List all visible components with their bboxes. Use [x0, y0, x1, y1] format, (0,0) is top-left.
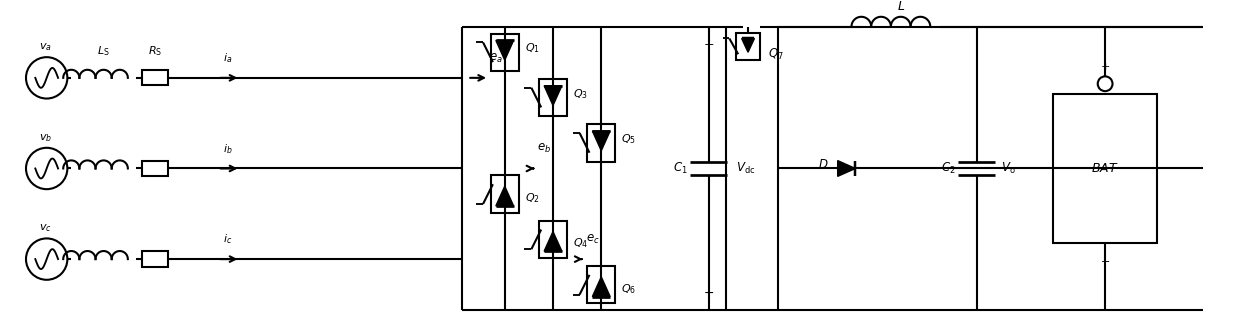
Bar [540, 79, 567, 116]
Bar [1054, 94, 1156, 243]
Text: $L_{\rm S}$: $L_{\rm S}$ [98, 44, 110, 58]
Text: $D$: $D$ [817, 158, 828, 171]
Text: $-$: $-$ [703, 286, 714, 299]
Text: $v_a$: $v_a$ [40, 42, 52, 53]
Text: $Q_4$: $Q_4$ [573, 236, 588, 250]
Polygon shape [742, 39, 754, 52]
Text: $BAT$: $BAT$ [1092, 162, 1119, 175]
Bar [588, 124, 615, 162]
Bar [491, 175, 519, 213]
Text: $L$: $L$ [896, 0, 905, 13]
Bar [142, 251, 168, 267]
Text: $V_{\rm dc}$: $V_{\rm dc}$ [737, 161, 755, 176]
Text: $i_c$: $i_c$ [223, 232, 233, 246]
Bar [588, 266, 615, 303]
Polygon shape [545, 231, 562, 251]
Polygon shape [593, 277, 610, 296]
Polygon shape [496, 186, 514, 206]
Bar [540, 221, 567, 258]
Text: $v_c$: $v_c$ [40, 223, 52, 234]
Polygon shape [593, 131, 610, 151]
Text: $R_{\rm S}$: $R_{\rm S}$ [149, 44, 162, 58]
Text: $v_b$: $v_b$ [40, 132, 52, 144]
Text: $Q_3$: $Q_3$ [573, 87, 588, 101]
Text: $C_2$: $C_2$ [941, 161, 956, 176]
Text: $Q_7$: $Q_7$ [768, 47, 784, 62]
Polygon shape [545, 86, 562, 106]
Bar [142, 70, 168, 85]
Text: $V_{\rm o}$: $V_{\rm o}$ [1000, 161, 1015, 176]
Text: $+$: $+$ [703, 38, 714, 51]
Polygon shape [838, 161, 855, 176]
Bar [491, 34, 519, 71]
Text: $Q_1$: $Q_1$ [525, 42, 540, 55]
Text: $Q_6$: $Q_6$ [621, 282, 636, 295]
Bar [142, 161, 168, 176]
Polygon shape [496, 41, 514, 60]
Text: $i_b$: $i_b$ [223, 142, 233, 156]
Text: $C_1$: $C_1$ [672, 161, 687, 176]
Text: $Q_2$: $Q_2$ [525, 191, 540, 205]
Text: $Q_5$: $Q_5$ [621, 132, 636, 146]
Text: $i_a$: $i_a$ [223, 51, 233, 65]
Text: $e_c$: $e_c$ [586, 233, 599, 246]
Text: $-$: $-$ [1101, 255, 1110, 265]
Bar [737, 33, 760, 60]
Text: $e_b$: $e_b$ [537, 142, 551, 155]
Text: $+$: $+$ [1101, 60, 1110, 71]
Text: $e_a$: $e_a$ [489, 51, 503, 65]
